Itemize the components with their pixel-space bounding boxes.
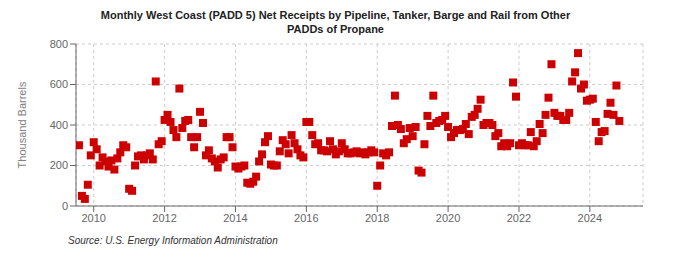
svg-text:400: 400	[50, 119, 68, 131]
svg-text:2010: 2010	[81, 212, 105, 224]
svg-text:2020: 2020	[436, 212, 460, 224]
svg-text:2012: 2012	[152, 212, 176, 224]
html-text:Monthly West Coast (PADD 5) Ne: Monthly West Coast (PADD 5) Net Receipts…	[100, 9, 571, 21]
svg-text:800: 800	[50, 38, 68, 50]
svg-text:600: 600	[50, 78, 68, 90]
svg-text:2018: 2018	[365, 212, 389, 224]
svg-text:2022: 2022	[507, 212, 531, 224]
svg-text:2016: 2016	[294, 212, 318, 224]
svg-text:2014: 2014	[223, 212, 247, 224]
svg-text:200: 200	[50, 159, 68, 171]
html-text:Source: U.S. Energy Informatio: Source: U.S. Energy Information Administ…	[68, 235, 278, 246]
html-text:PADDs of Propane: PADDs of Propane	[287, 23, 384, 35]
svg-text:0: 0	[62, 200, 68, 212]
svg-text:2024: 2024	[578, 212, 602, 224]
svg-text:Thousand Barrels: Thousand Barrels	[16, 81, 28, 168]
